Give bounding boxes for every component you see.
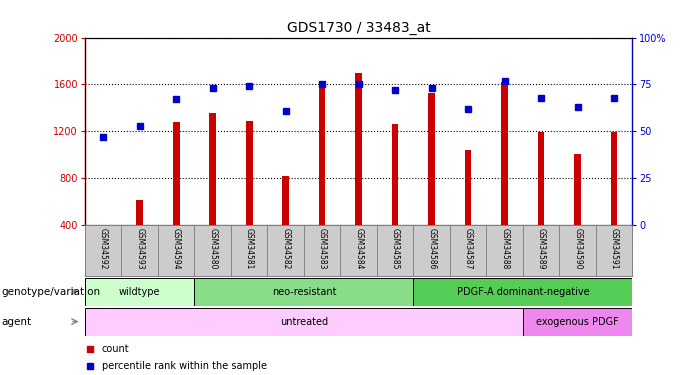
Bar: [173, 122, 180, 225]
Bar: [194, 225, 231, 276]
Bar: [596, 225, 632, 276]
Text: GSM34588: GSM34588: [500, 228, 509, 269]
Bar: [85, 278, 194, 306]
Text: neo-resistant: neo-resistant: [272, 286, 336, 297]
Bar: [501, 82, 508, 225]
Bar: [611, 132, 617, 225]
Bar: [560, 225, 596, 276]
Bar: [538, 132, 545, 225]
Bar: [486, 225, 523, 276]
Text: GSM34585: GSM34585: [391, 228, 400, 269]
Bar: [282, 176, 289, 225]
Bar: [465, 150, 471, 225]
Bar: [356, 73, 362, 225]
Text: GSM34581: GSM34581: [245, 228, 254, 269]
Text: agent: agent: [1, 316, 31, 327]
Text: PDGF-A dominant-negative: PDGF-A dominant-negative: [456, 286, 590, 297]
Bar: [158, 225, 194, 276]
Text: wildtype: wildtype: [119, 286, 160, 297]
Bar: [523, 225, 560, 276]
Text: untreated: untreated: [280, 316, 328, 327]
Text: genotype/variation: genotype/variation: [1, 286, 101, 297]
Text: GSM34593: GSM34593: [135, 228, 144, 269]
Bar: [304, 225, 341, 276]
Bar: [450, 225, 486, 276]
Bar: [377, 225, 413, 276]
Bar: [575, 153, 581, 225]
Text: GSM34592: GSM34592: [99, 228, 107, 269]
Bar: [246, 121, 252, 225]
Text: GSM34584: GSM34584: [354, 228, 363, 269]
Bar: [231, 225, 267, 276]
Bar: [267, 225, 304, 276]
Text: GSM34586: GSM34586: [427, 228, 436, 269]
Text: percentile rank within the sample: percentile rank within the sample: [101, 361, 267, 371]
Bar: [413, 225, 450, 276]
Bar: [523, 308, 632, 336]
Text: exogenous PDGF: exogenous PDGF: [537, 316, 619, 327]
Text: GSM34582: GSM34582: [282, 228, 290, 269]
Title: GDS1730 / 33483_at: GDS1730 / 33483_at: [287, 21, 430, 35]
Text: GSM34583: GSM34583: [318, 228, 326, 269]
Bar: [209, 112, 216, 225]
Bar: [428, 93, 435, 225]
Bar: [341, 225, 377, 276]
Bar: [85, 308, 523, 336]
Text: GSM34580: GSM34580: [208, 228, 217, 269]
Bar: [392, 124, 398, 225]
Bar: [85, 225, 122, 276]
Text: GSM34594: GSM34594: [172, 228, 181, 269]
Bar: [122, 225, 158, 276]
Bar: [194, 278, 413, 306]
Text: GSM34591: GSM34591: [610, 228, 619, 269]
Text: count: count: [101, 344, 129, 354]
Text: GSM34587: GSM34587: [464, 228, 473, 269]
Bar: [413, 278, 632, 306]
Bar: [319, 83, 326, 225]
Bar: [100, 225, 107, 226]
Bar: [137, 200, 143, 225]
Text: GSM34589: GSM34589: [537, 228, 545, 269]
Text: GSM34590: GSM34590: [573, 228, 582, 269]
